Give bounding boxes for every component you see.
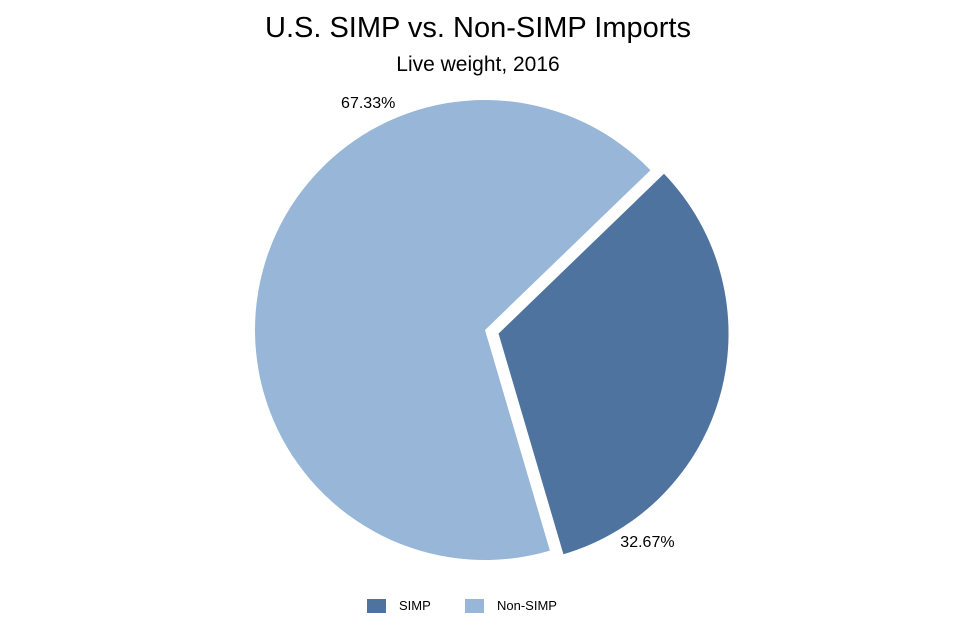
legend-label-non-simp: Non-SIMP xyxy=(497,598,557,613)
chart-title: U.S. SIMP vs. Non-SIMP Imports xyxy=(265,12,691,44)
pie-slice-labels: 32.67% 67.33% xyxy=(341,95,675,551)
legend-swatch-non-simp xyxy=(465,599,484,613)
legend-label-simp: SIMP xyxy=(399,598,431,613)
slice-label-simp: 32.67% xyxy=(620,534,674,551)
pie-slices xyxy=(254,100,729,561)
chart-subtitle: Live weight, 2016 xyxy=(396,53,559,76)
slice-label-non-simp: 67.33% xyxy=(341,95,395,112)
chart-legend: SIMP Non-SIMP xyxy=(367,598,557,613)
pie-slice-simp xyxy=(498,173,729,555)
legend-swatch-simp xyxy=(367,599,386,613)
pie-slice-non-simp xyxy=(254,100,651,561)
